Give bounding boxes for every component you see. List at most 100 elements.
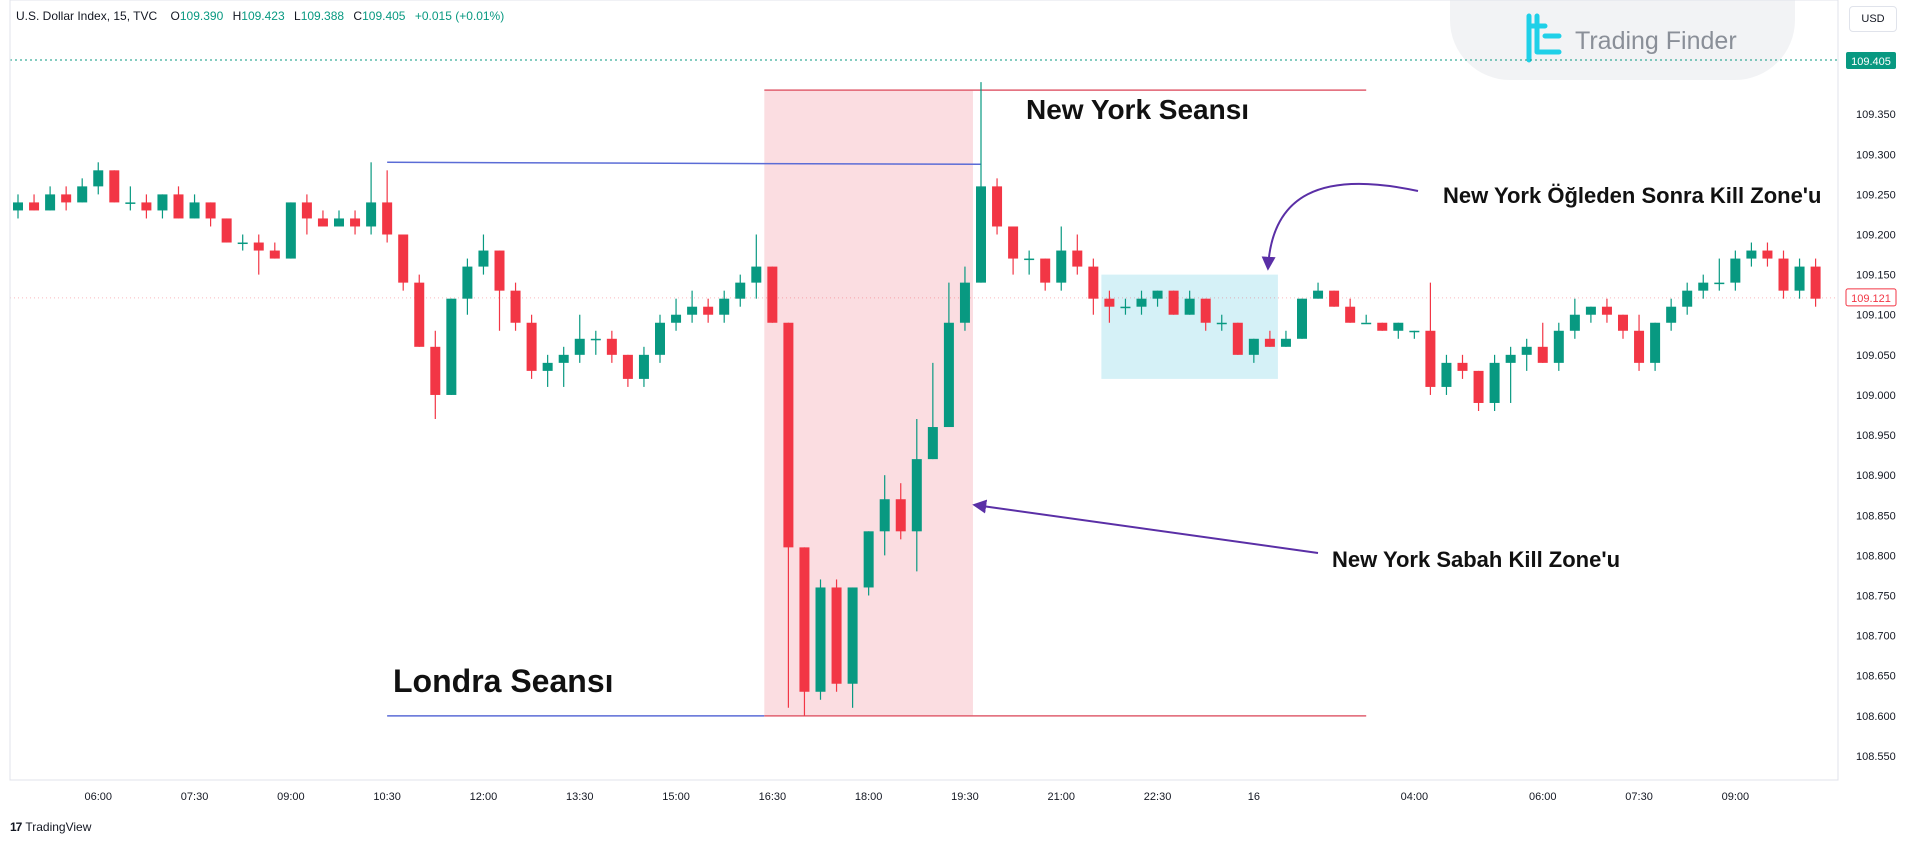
ny-morning-kill-zone-label: New York Sabah Kill Zone'u (1332, 547, 1621, 572)
candle-body (1569, 314, 1580, 331)
candle (109, 170, 120, 203)
candle-body (671, 314, 682, 323)
currency-selector[interactable]: USD (1849, 6, 1897, 32)
candle-body (414, 282, 425, 347)
candle-body (45, 194, 56, 211)
candle (1762, 242, 1773, 267)
candle-body (1650, 322, 1661, 363)
candle-body (141, 202, 152, 211)
candle (269, 242, 280, 259)
candle-body (1537, 346, 1548, 363)
candle (1248, 338, 1259, 363)
candle-body (911, 459, 922, 532)
candle-body (1280, 338, 1291, 347)
candle-body (125, 202, 136, 204)
candle (1393, 322, 1404, 339)
candle-body (1104, 298, 1115, 307)
candle-body (574, 338, 585, 355)
candle (446, 298, 457, 395)
candle-body (1521, 346, 1532, 355)
candle (61, 186, 72, 211)
candle-body (1585, 306, 1596, 315)
candle (1650, 322, 1661, 371)
candle (815, 579, 826, 700)
candle (1120, 298, 1131, 315)
candle (1601, 298, 1612, 323)
candle (1714, 258, 1725, 291)
candle (911, 419, 922, 572)
x-tick-label: 12:00 (470, 791, 498, 803)
candle-body (959, 282, 970, 323)
candle (574, 314, 585, 363)
candle-body (205, 202, 216, 219)
y-tick-label: 109.250 (1856, 189, 1896, 201)
candle (510, 282, 521, 331)
candle-body (1313, 290, 1324, 299)
candle-body (847, 587, 858, 684)
candle-body (1040, 258, 1051, 283)
candle-body (1698, 282, 1709, 291)
candle (1505, 346, 1516, 403)
candle (1280, 330, 1291, 347)
candle (1008, 226, 1019, 275)
candle (478, 234, 489, 275)
ny-afternoon-kill-zone (1101, 274, 1278, 379)
candle (959, 266, 970, 331)
london-high-line (387, 161, 981, 166)
tradingview-logo[interactable]: 17 TradingView (10, 820, 91, 834)
candle-body (735, 282, 746, 299)
candle (655, 314, 665, 363)
candle (671, 298, 682, 331)
x-tick-label: 22:30 (1144, 791, 1172, 803)
candle-body (863, 531, 874, 588)
candle-body (526, 322, 537, 371)
ny-afternoon-kill-zone-label: New York Öğleden Sonra Kill Zone'u (1443, 183, 1822, 208)
x-tick-label: 21:00 (1047, 791, 1075, 803)
candle (703, 298, 714, 323)
candle (943, 282, 954, 428)
candle-body (13, 202, 23, 211)
candle-body (606, 338, 617, 355)
candle (1313, 282, 1324, 299)
candle-body (301, 202, 312, 219)
candle-body (1184, 298, 1195, 315)
y-tick-label: 108.800 (1856, 550, 1896, 562)
open-key: O (170, 9, 180, 23)
candle-body (29, 202, 40, 211)
current-price-tag-label: 109.121 (1851, 293, 1891, 305)
candle-body (1762, 250, 1773, 259)
candle-body (703, 306, 714, 315)
candle (1184, 290, 1195, 315)
candle (558, 346, 569, 387)
candle (638, 346, 649, 387)
candle (1682, 282, 1693, 315)
candle (398, 234, 409, 291)
candle (1232, 322, 1243, 355)
candle-body (478, 250, 489, 267)
candle (301, 194, 312, 235)
candle-body (751, 266, 762, 283)
candle-body (638, 354, 649, 379)
candle-body (462, 266, 473, 299)
candle (831, 579, 842, 692)
candle-body (1489, 362, 1500, 403)
x-tick-label: 10:30 (373, 791, 401, 803)
candle (1794, 258, 1805, 299)
y-tick-label: 109.100 (1856, 310, 1896, 322)
candle (1072, 234, 1083, 275)
candle-body (1120, 306, 1131, 309)
candle-body (1473, 370, 1484, 403)
candle-body (1441, 362, 1452, 387)
candle-body (173, 194, 184, 219)
x-tick-label: 07:30 (181, 791, 209, 803)
ny-afternoon-arrow (1261, 182, 1419, 271)
candle-body (1216, 322, 1227, 325)
candle (221, 218, 232, 243)
candle (29, 194, 40, 211)
candle (1585, 306, 1596, 323)
candle (334, 210, 344, 227)
candle-body (61, 194, 72, 203)
candle (430, 330, 441, 420)
tradingview-logo-text: TradingView (25, 820, 92, 834)
